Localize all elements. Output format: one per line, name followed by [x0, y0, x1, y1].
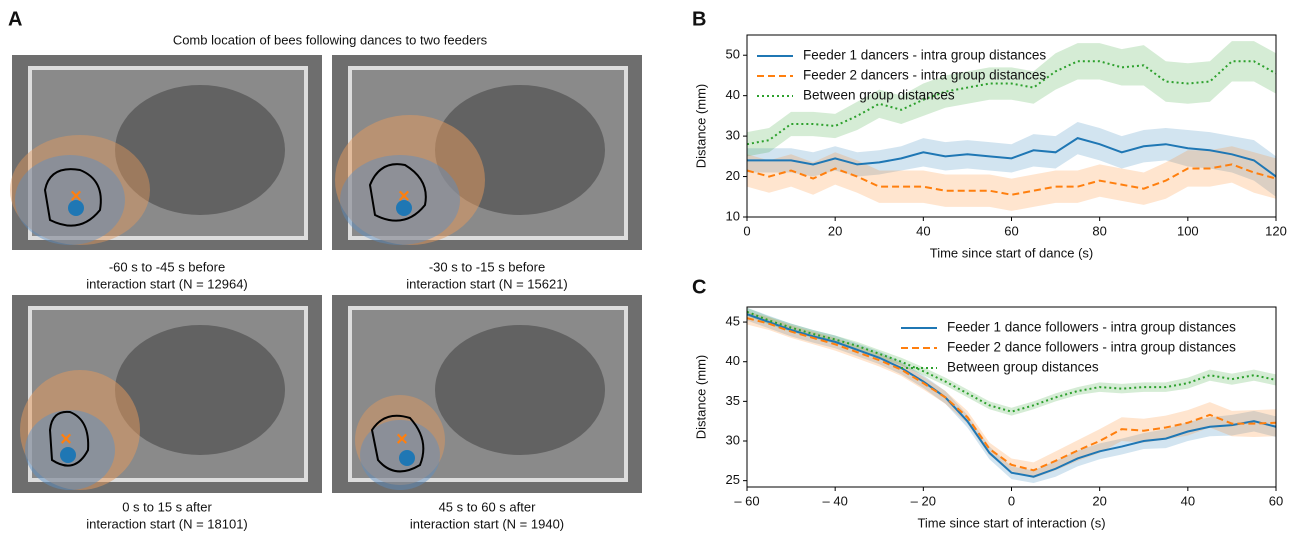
- x-axis-label: Time since start of interaction (s): [917, 515, 1105, 530]
- x-tick-label: 0: [1008, 493, 1015, 508]
- x-tick-label: 0: [743, 223, 750, 238]
- svg-text:×: ×: [70, 185, 82, 207]
- plot-frame: [746, 306, 1277, 488]
- svg-text:×: ×: [398, 185, 410, 207]
- y-tick-label: 25: [726, 472, 740, 487]
- caption: interaction start (N = 12964): [86, 276, 248, 291]
- y-tick-label: 45: [726, 314, 740, 329]
- legend-label: Feeder 2 dance followers - intra group d…: [947, 340, 1236, 355]
- svg-text:×: ×: [60, 428, 72, 450]
- caption: -30 s to -15 s before: [429, 259, 545, 274]
- photo: ×: [12, 295, 322, 493]
- x-tick-label: 40: [1181, 493, 1195, 508]
- series-line: [746, 313, 1277, 478]
- legend-label: Feeder 1 dancers - intra group distances: [803, 48, 1046, 63]
- series-line: [746, 317, 1277, 472]
- legend-label: Feeder 2 dancers - intra group distances: [803, 68, 1046, 83]
- legend-label: Between group distances: [803, 88, 955, 103]
- y-axis-label: Distance (mm): [693, 355, 708, 440]
- x-tick-label: 120: [1265, 223, 1287, 238]
- x-tick-label: 60: [1269, 493, 1283, 508]
- confidence-band: [747, 41, 1276, 157]
- x-tick-label: 20: [828, 223, 842, 238]
- y-tick-label: 20: [726, 168, 740, 183]
- series-line: [746, 163, 1277, 196]
- series-line: [746, 60, 1277, 146]
- y-tick-label: 40: [726, 353, 740, 368]
- x-tick-label: 80: [1092, 223, 1106, 238]
- confidence-band: [747, 146, 1276, 211]
- confidence-band: [747, 307, 1276, 416]
- caption: 45 s to 60 s after: [439, 499, 537, 514]
- caption: -60 s to -45 s before: [109, 259, 225, 274]
- caption: interaction start (N = 1940): [410, 516, 564, 531]
- panel-label: B: [692, 8, 706, 30]
- y-axis-label: Distance (mm): [693, 84, 708, 169]
- confidence-band: [747, 311, 1276, 479]
- x-tick-label: – 60: [734, 493, 759, 508]
- y-tick-label: 30: [726, 432, 740, 447]
- photo: ×: [10, 55, 322, 250]
- photos: × × × ×: [10, 55, 642, 493]
- x-tick-label: – 20: [911, 493, 936, 508]
- x-axis-label: Time since start of dance (s): [930, 245, 1094, 260]
- plot-frame: [746, 34, 1277, 218]
- y-tick-label: 35: [726, 393, 740, 408]
- series-line: [747, 137, 1277, 178]
- y-tick-label: 50: [726, 47, 740, 62]
- confidence-band: [747, 121, 1276, 197]
- caption: interaction start (N = 15621): [406, 276, 568, 291]
- confidence-band: [747, 307, 1276, 484]
- svg-text:×: ×: [396, 428, 408, 450]
- legend-label: Between group distances: [947, 360, 1099, 375]
- caption: 0 s to 15 s after: [122, 499, 212, 514]
- y-tick-label: 10: [726, 208, 740, 223]
- legend-label: Feeder 1 dance followers - intra group d…: [947, 320, 1236, 335]
- x-tick-label: – 40: [823, 493, 848, 508]
- panel-label: C: [692, 276, 706, 298]
- y-tick-label: 40: [726, 87, 740, 102]
- photo: ×: [332, 55, 642, 250]
- x-tick-label: 100: [1177, 223, 1199, 238]
- x-tick-label: 60: [1004, 223, 1018, 238]
- x-tick-label: 40: [916, 223, 930, 238]
- panel-title: Comb location of bees following dances t…: [173, 32, 488, 47]
- photo: ×: [332, 295, 642, 493]
- caption: interaction start (N = 18101): [86, 516, 248, 531]
- x-tick-label: 20: [1092, 493, 1106, 508]
- panel-label: A: [8, 8, 22, 30]
- y-tick-label: 30: [726, 128, 740, 143]
